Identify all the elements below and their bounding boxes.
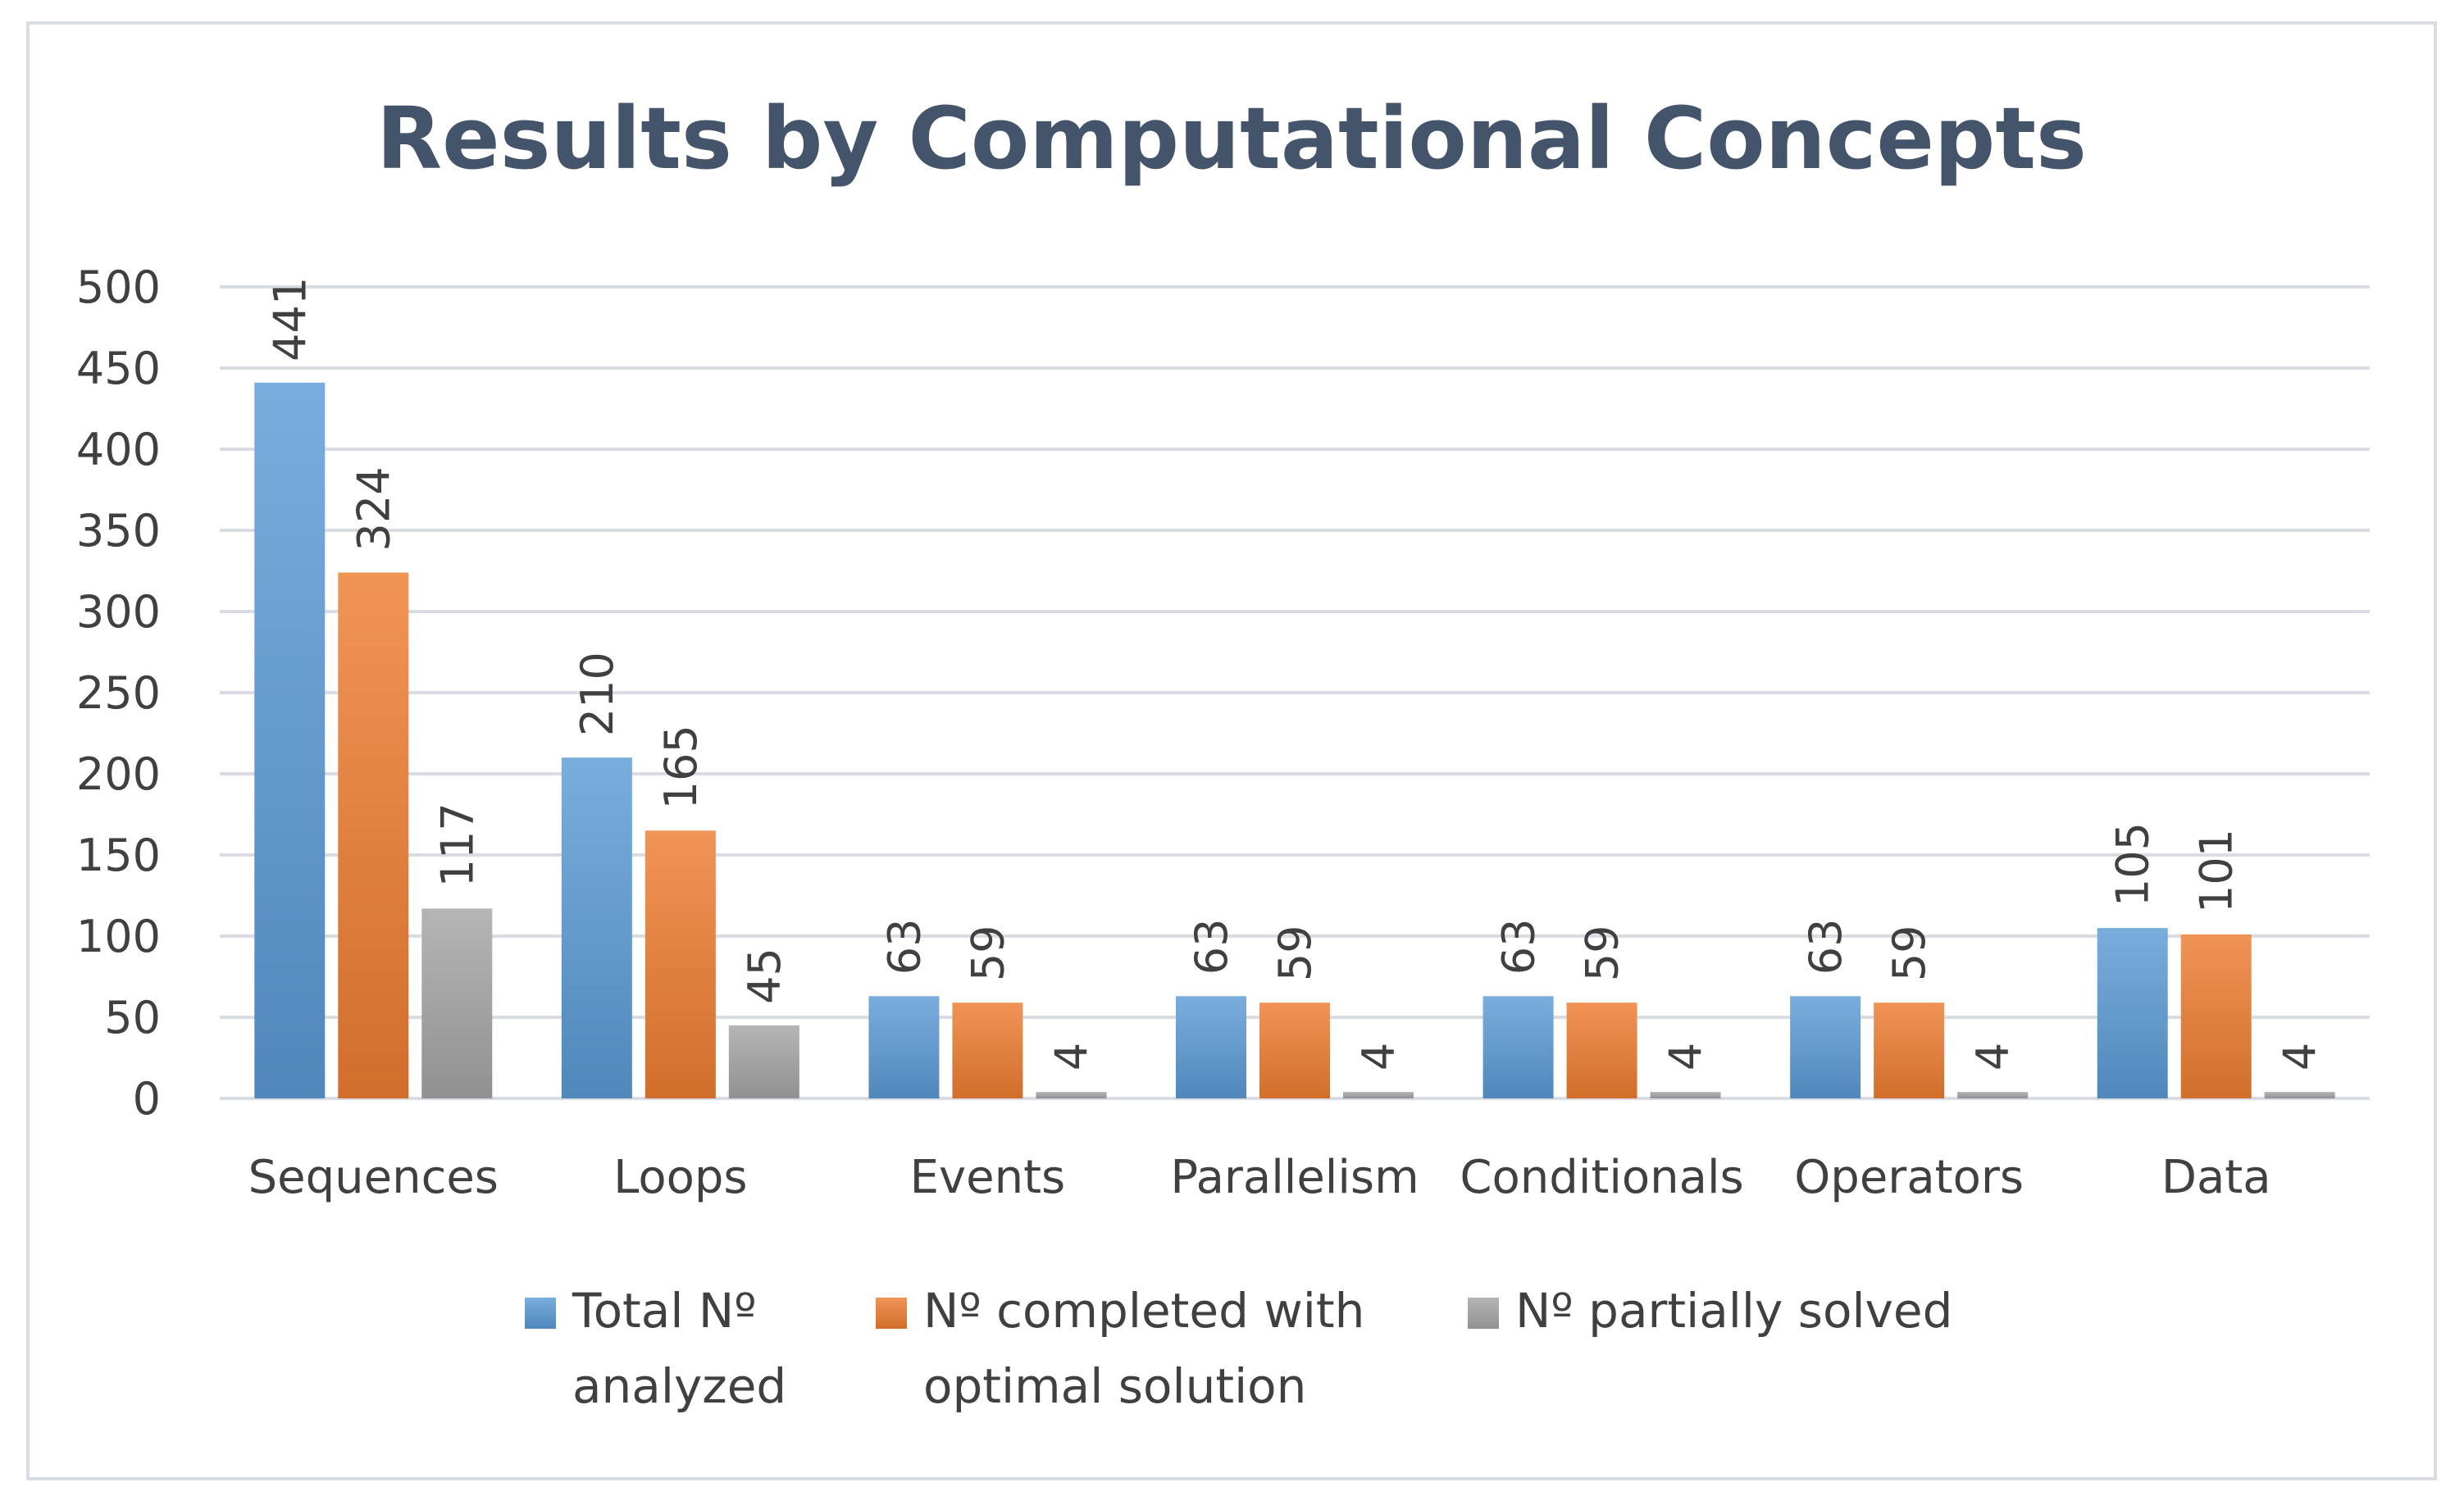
data-labels: 441 324 117 210 165 45 63 59 4 63 59 4 63 59 4 63 59 4 105… — [264, 277, 2325, 1071]
legend: Total Nº analyzed Nº completed with optimal… — [525, 1283, 1952, 1414]
bar-loops-series-2 — [644, 830, 716, 1098]
bar-sequences-series-1 — [254, 382, 326, 1098]
data-label: 101 — [2191, 829, 2243, 913]
data-label: 441 — [264, 277, 316, 361]
y-tick-label: 500 — [76, 261, 161, 313]
category-label-events: Events — [910, 1151, 1066, 1204]
y-tick-label: 400 — [76, 424, 161, 475]
data-label: 59 — [1269, 925, 1321, 981]
legend-label: Nº completed with — [923, 1283, 1364, 1339]
data-label: 165 — [655, 725, 707, 809]
category-label-parallelism: Parallelism — [1170, 1151, 1419, 1204]
legend-label: Total Nº — [572, 1283, 757, 1339]
legend-swatch — [876, 1298, 907, 1329]
data-label: 59 — [1883, 925, 1935, 981]
bars — [254, 382, 2335, 1098]
chart-title: Results by Computational Concepts — [376, 89, 2087, 189]
y-tick-label: 100 — [76, 911, 161, 962]
bar-parallelism-series-3 — [1343, 1092, 1414, 1098]
y-tick-label: 250 — [76, 667, 161, 719]
legend-entry-3: Nº partially solved — [1468, 1283, 1952, 1339]
category-label-operators: Operators — [1794, 1151, 2024, 1204]
data-label: 63 — [1800, 919, 1851, 975]
y-tick-label: 200 — [76, 748, 161, 800]
data-label: 63 — [1186, 919, 1237, 975]
y-tick-label: 150 — [76, 830, 161, 881]
bar-sequences-series-2 — [338, 572, 409, 1098]
bar-events-series-3 — [1036, 1092, 1107, 1098]
legend-swatch — [525, 1298, 556, 1329]
legend-label: Nº partially solved — [1515, 1283, 1952, 1339]
y-tick-label: 450 — [76, 343, 161, 394]
data-label: 59 — [962, 925, 1013, 981]
data-label: 4 — [1045, 1043, 1097, 1071]
legend-entry-2: Nº completed with optimal solution — [876, 1283, 1364, 1414]
data-label: 63 — [878, 919, 930, 975]
bar-operators-series-1 — [1790, 996, 1861, 1098]
bar-data-series-3 — [2264, 1092, 2335, 1098]
bar-events-series-1 — [868, 996, 940, 1098]
chart-frame — [26, 21, 2437, 1480]
bar-operators-series-2 — [1874, 1003, 1945, 1098]
bar-data-series-2 — [2180, 934, 2252, 1098]
bar-loops-series-3 — [728, 1025, 799, 1098]
category-label-sequences: Sequences — [248, 1151, 499, 1204]
bar-operators-series-3 — [1957, 1092, 2029, 1098]
x-axis: Sequences Loops Events Parallelism Condition… — [248, 1151, 2271, 1204]
bar-conditionals-series-3 — [1650, 1092, 1721, 1098]
data-label: 210 — [572, 652, 623, 736]
data-label: 45 — [739, 948, 790, 1004]
bar-data-series-1 — [2097, 928, 2168, 1098]
category-label-data: Data — [2161, 1151, 2271, 1204]
y-tick-label: 300 — [76, 586, 161, 638]
bar-conditionals-series-2 — [1566, 1003, 1637, 1098]
bar-events-series-2 — [952, 1003, 1023, 1098]
y-tick-label: 50 — [104, 992, 161, 1043]
legend-swatch — [1468, 1298, 1499, 1329]
bar-conditionals-series-1 — [1482, 996, 1554, 1098]
legend-label: optimal solution — [923, 1358, 1306, 1414]
category-label-loops: Loops — [613, 1151, 747, 1204]
bar-parallelism-series-2 — [1259, 1003, 1330, 1098]
data-label: 105 — [2107, 822, 2159, 907]
data-label: 4 — [1660, 1043, 1712, 1071]
data-label: 4 — [2275, 1043, 2326, 1071]
data-label: 4 — [1967, 1043, 2019, 1071]
bar-sequences-series-3 — [421, 908, 493, 1098]
category-label-conditionals: Conditionals — [1460, 1151, 1743, 1204]
data-label: 4 — [1353, 1043, 1405, 1071]
y-tick-label: 350 — [76, 505, 161, 557]
legend-label: analyzed — [572, 1358, 786, 1414]
data-label: 117 — [431, 803, 483, 887]
bar-loops-series-1 — [561, 757, 632, 1098]
legend-entry-1: Total Nº analyzed — [525, 1283, 786, 1414]
data-label: 63 — [1493, 919, 1545, 975]
bar-parallelism-series-1 — [1176, 996, 1246, 1098]
data-label: 59 — [1577, 925, 1628, 981]
data-label: 324 — [348, 466, 399, 551]
y-tick-label: 0 — [133, 1073, 161, 1125]
y-axis: 0 50 100 150 200 250 300 350 400 450 500 — [76, 261, 161, 1125]
